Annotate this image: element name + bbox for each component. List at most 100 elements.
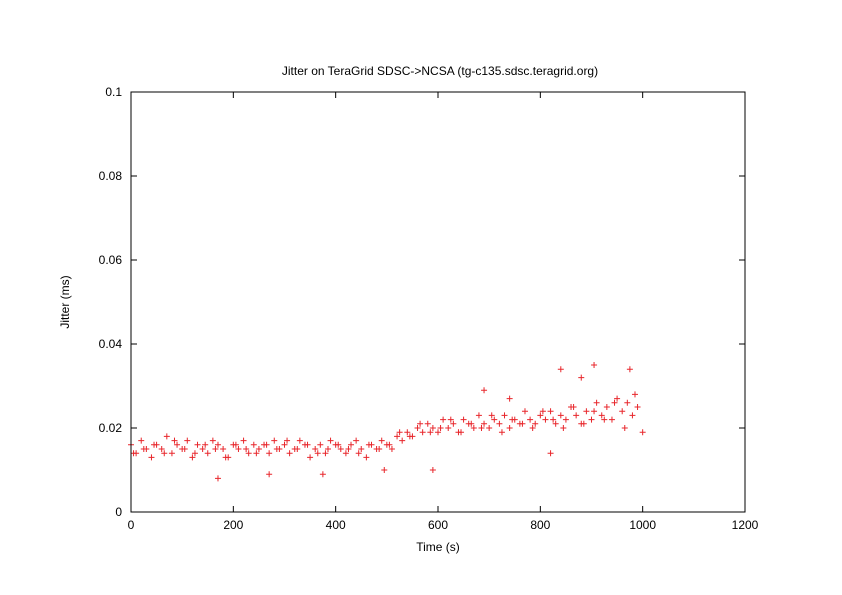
data-point bbox=[363, 454, 370, 461]
data-point bbox=[624, 399, 631, 406]
data-point bbox=[353, 437, 360, 444]
data-point bbox=[481, 387, 488, 394]
data-point bbox=[419, 429, 426, 436]
data-point bbox=[312, 446, 319, 452]
data-point bbox=[319, 471, 326, 478]
data-point bbox=[158, 446, 165, 452]
data-point bbox=[470, 425, 477, 431]
data-point bbox=[337, 446, 344, 452]
data-point bbox=[491, 416, 498, 423]
data-point bbox=[478, 425, 485, 431]
data-point bbox=[547, 450, 554, 457]
data-point bbox=[327, 437, 334, 444]
data-point bbox=[163, 433, 170, 440]
data-point bbox=[322, 450, 329, 457]
data-point bbox=[519, 420, 526, 427]
data-point bbox=[220, 446, 227, 452]
data-point bbox=[286, 450, 293, 457]
data-point bbox=[557, 412, 564, 419]
data-point bbox=[271, 437, 278, 444]
x-tick-label: 200 bbox=[223, 518, 243, 532]
data-point bbox=[496, 420, 503, 427]
y-tick-label: 0.06 bbox=[99, 253, 123, 267]
data-point bbox=[417, 420, 424, 427]
data-point bbox=[588, 416, 595, 423]
data-points bbox=[128, 362, 646, 482]
data-point bbox=[388, 446, 395, 452]
data-point bbox=[498, 429, 505, 436]
data-point bbox=[552, 420, 559, 427]
data-point bbox=[214, 475, 221, 482]
data-point bbox=[376, 446, 383, 452]
data-point bbox=[161, 450, 168, 457]
data-point bbox=[542, 416, 549, 423]
data-point bbox=[138, 437, 145, 444]
x-tick-label: 400 bbox=[326, 518, 346, 532]
data-point bbox=[365, 441, 372, 448]
data-point bbox=[284, 437, 291, 444]
data-point bbox=[243, 446, 250, 452]
y-tick-label: 0.08 bbox=[99, 169, 123, 183]
data-point bbox=[345, 446, 352, 452]
data-point bbox=[240, 437, 247, 444]
data-point bbox=[171, 437, 178, 444]
data-point bbox=[611, 399, 618, 406]
y-tick-label: 0 bbox=[115, 505, 122, 519]
data-point bbox=[222, 454, 229, 461]
data-point bbox=[557, 366, 564, 373]
x-tick-label: 1200 bbox=[732, 518, 759, 532]
data-point bbox=[235, 446, 242, 452]
data-point bbox=[404, 429, 411, 436]
data-point bbox=[209, 437, 216, 444]
data-point bbox=[130, 450, 137, 457]
data-point bbox=[140, 446, 147, 452]
data-point bbox=[580, 420, 587, 427]
data-point bbox=[427, 429, 434, 436]
data-point bbox=[435, 429, 441, 436]
data-point bbox=[634, 404, 641, 410]
chart-title: Jitter on TeraGrid SDSC->NCSA (tg-c135.s… bbox=[282, 64, 598, 78]
data-point bbox=[358, 446, 365, 452]
data-point bbox=[245, 450, 252, 457]
data-point bbox=[304, 441, 311, 448]
data-point bbox=[394, 433, 401, 440]
data-point bbox=[378, 437, 385, 444]
data-point bbox=[583, 408, 590, 415]
data-point bbox=[194, 441, 201, 448]
data-point bbox=[440, 416, 447, 423]
data-point bbox=[181, 446, 188, 452]
data-point bbox=[631, 391, 638, 398]
data-point bbox=[184, 437, 191, 444]
data-point bbox=[414, 425, 421, 431]
data-point bbox=[601, 416, 608, 423]
data-point bbox=[437, 425, 444, 431]
data-point bbox=[317, 441, 324, 448]
data-point bbox=[250, 441, 257, 448]
data-point bbox=[486, 425, 493, 431]
data-point bbox=[506, 425, 513, 431]
data-point bbox=[626, 366, 633, 373]
data-point bbox=[539, 408, 546, 415]
data-point bbox=[506, 395, 513, 402]
data-point bbox=[488, 412, 495, 419]
y-tick-label: 0.02 bbox=[99, 421, 123, 435]
data-point bbox=[307, 454, 314, 461]
data-point bbox=[212, 446, 219, 452]
data-point bbox=[232, 441, 239, 448]
data-point bbox=[458, 429, 465, 436]
data-point bbox=[619, 408, 626, 415]
data-point bbox=[202, 441, 209, 448]
data-point bbox=[294, 446, 301, 452]
data-point bbox=[263, 441, 270, 448]
data-point bbox=[255, 446, 262, 452]
data-point bbox=[598, 412, 605, 419]
data-point bbox=[199, 446, 206, 452]
x-tick-label: 0 bbox=[128, 518, 135, 532]
data-point bbox=[501, 412, 508, 419]
data-point bbox=[189, 454, 196, 461]
data-point bbox=[214, 441, 221, 448]
data-point bbox=[355, 450, 362, 457]
data-point bbox=[570, 404, 577, 410]
data-point bbox=[314, 450, 321, 457]
